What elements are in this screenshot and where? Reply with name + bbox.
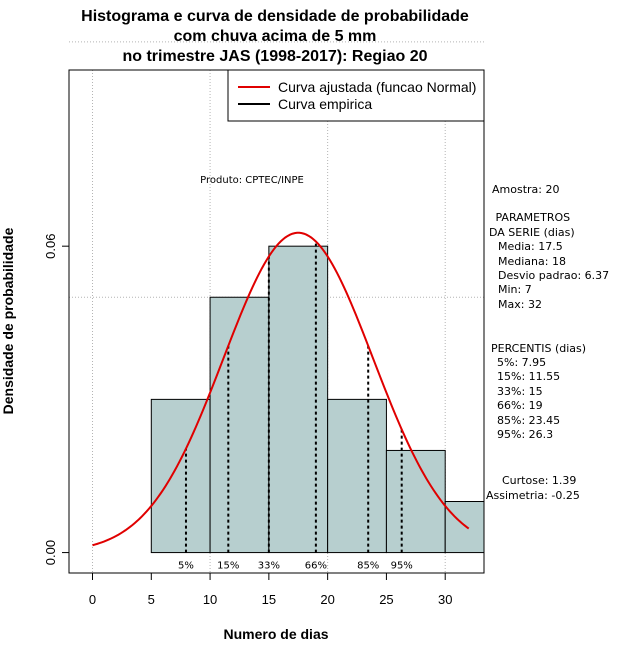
percentil-66: 66%: 19 [497, 399, 543, 412]
side-panel: Amostra: 20 PARAMETROS DA SERIE (dias) M… [486, 183, 609, 502]
param-stddev: Desvio padrao: 6.37 [498, 269, 609, 282]
percentile-label-5: 5% [178, 561, 194, 572]
percentil-85: 85%: 23.45 [497, 414, 560, 427]
percentil-95: 95%: 26.3 [497, 428, 553, 441]
param-median: Mediana: 18 [498, 255, 566, 268]
axes-layer: 0 5 10 15 20 25 30 0.00 0.06 [43, 234, 452, 607]
histogram-bar-4 [327, 398, 387, 554]
x-tick-label: 25 [379, 592, 393, 607]
histogram-bar-5 [385, 449, 446, 554]
percentis-title: PERCENTIS (dias) [491, 342, 586, 355]
legend: Curva ajustada (funcao Normal) Curva emp… [227, 69, 485, 122]
histogram-bar-6 [444, 501, 485, 554]
param-max: Max: 32 [498, 298, 542, 311]
kurtosis: Curtose: 1.39 [502, 474, 576, 487]
percentile-layer: 5% 15% 33% 66% 85% 95% [178, 241, 413, 572]
percentile-label-85: 85% [357, 561, 379, 572]
percentile-label-33: 33% [258, 561, 280, 572]
histogram-bar-3 [268, 245, 329, 554]
bars-layer [150, 245, 485, 554]
legend-label-fitted: Curva ajustada (funcao Normal) [278, 79, 476, 95]
legend-box [227, 69, 485, 122]
y-tick-label: 0.00 [43, 540, 58, 565]
y-tick-label: 0.06 [43, 234, 58, 259]
percentile-label-15: 15% [217, 561, 239, 572]
fitted-normal-curve [92, 231, 470, 547]
percentil-33: 33%: 15 [497, 385, 543, 398]
chart-title-line-2: com chuva acima de 5 mm [174, 28, 377, 45]
x-tick-label: 0 [89, 592, 96, 607]
sample-size: Amostra: 20 [492, 183, 559, 196]
percentile-label-95: 95% [391, 561, 413, 572]
product-annotation: Produto: CPTEC/INPE [200, 175, 304, 186]
skewness: Assimetria: -0.25 [486, 489, 580, 502]
x-tick-label: 10 [203, 592, 217, 607]
param-min: Min: 7 [498, 283, 532, 296]
curve-layer [92, 231, 470, 547]
params-subtitle: DA SERIE (dias) [489, 226, 575, 239]
x-tick-label: 15 [262, 592, 276, 607]
chart-title-line-3: no trimestre JAS (1998-2017): Regiao 20 [122, 48, 427, 65]
x-tick-label: 5 [148, 592, 155, 607]
param-mean: Media: 17.5 [498, 240, 563, 253]
x-axis-label: Numero de dias [223, 626, 328, 642]
params-title: PARAMETROS [492, 211, 570, 224]
percentile-label-66: 66% [305, 561, 327, 572]
x-tick-label: 20 [320, 592, 334, 607]
y-axis-label: Densidade de probabilidade [0, 227, 16, 414]
x-tick-label: 30 [438, 592, 452, 607]
percentil-5: 5%: 7.95 [497, 356, 546, 369]
histogram-bar-1 [150, 398, 211, 554]
chart-title-line-1: Histograma e curva de densidade de proba… [81, 8, 469, 25]
percentil-15: 15%: 11.55 [497, 370, 560, 383]
histogram-bar-2 [209, 296, 270, 554]
legend-label-empirical: Curva empirica [278, 96, 372, 112]
